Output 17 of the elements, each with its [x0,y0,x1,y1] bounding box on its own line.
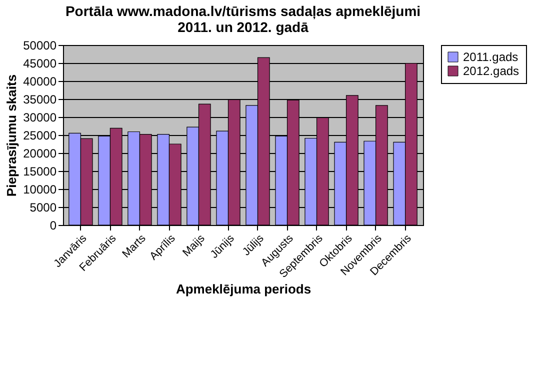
y-tick-label: 25000 [23,128,57,142]
y-tick-label: 10000 [23,182,57,196]
legend-label: 2011.gads [463,50,518,64]
y-tick-label: 40000 [23,74,57,88]
y-axis-title: Pieprasījumu skaits [4,74,20,197]
y-tick-label: 15000 [23,164,57,178]
text: Portāla www.madona.lv/tūrisms sadaļas apmeklējumi [65,3,421,19]
x-axis-title: Apmeklējuma periods [176,282,312,297]
y-tick-label: 30000 [23,110,57,124]
y-tick-label: 50000 [23,38,57,52]
legend-label: 2012.gads [463,64,520,78]
text: 2011. un 2012. gadā [178,19,308,35]
y-tick-label: 0 [50,218,57,232]
y-tick-label: 35000 [23,92,57,106]
y-tick-label: 20000 [23,146,57,160]
y-tick-label: 5000 [30,200,57,214]
y-tick-label: 45000 [23,56,57,70]
